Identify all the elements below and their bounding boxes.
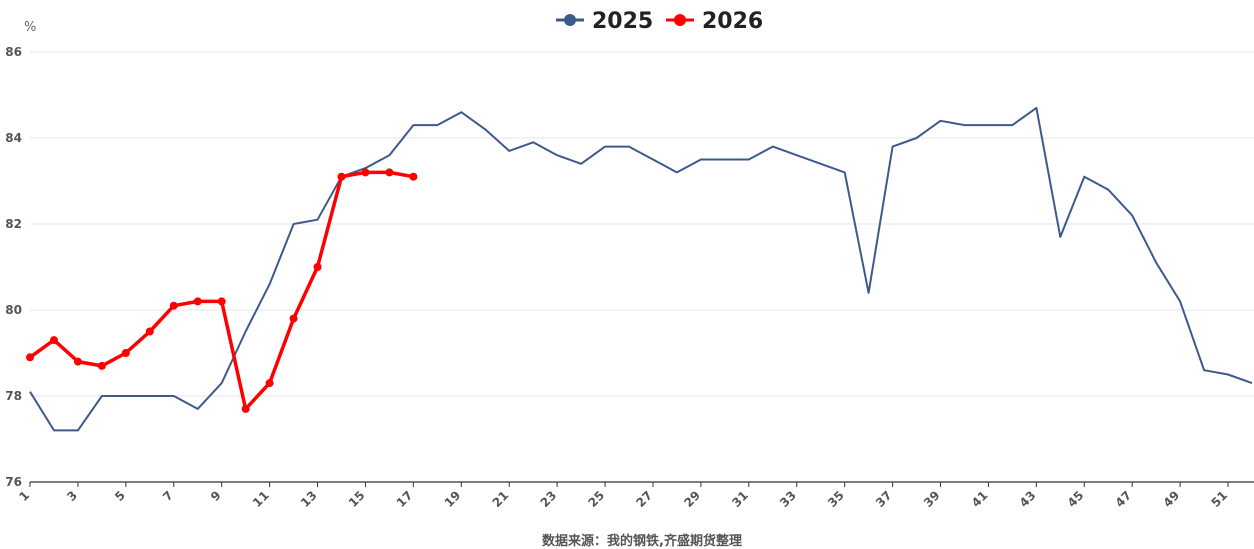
- x-tick-label: 15: [346, 488, 368, 510]
- x-tick-label: 45: [1065, 488, 1087, 510]
- legend-label-2026: 2026: [702, 9, 763, 34]
- x-tick-label: 47: [1113, 488, 1135, 510]
- x-tick-label: 21: [490, 488, 512, 510]
- x-tick-label: 49: [1161, 488, 1183, 510]
- x-tick-label: 39: [921, 488, 943, 510]
- data-point-2026: [361, 168, 370, 177]
- data-point-2026: [409, 172, 418, 181]
- data-point-2026: [169, 301, 178, 310]
- x-tick-label: 7: [160, 488, 176, 504]
- grid-lines: [30, 51, 1254, 483]
- data-point-2026: [337, 172, 346, 181]
- x-tick-label: 3: [64, 488, 80, 504]
- legend: 2025 2026: [556, 9, 763, 34]
- x-tick-label: 29: [681, 488, 703, 510]
- data-point-2026: [289, 314, 298, 323]
- x-tick-label: 1: [16, 488, 32, 504]
- y-tick-label: 84: [5, 131, 22, 145]
- x-tick-label: 51: [1208, 488, 1230, 510]
- source-note: 数据来源：我的钢铁,齐盛期货整理: [542, 533, 742, 549]
- x-tick-label: 9: [208, 488, 224, 504]
- series-line-2026: [28, 170, 414, 411]
- data-point-2026: [385, 168, 394, 177]
- series-line-2025: [29, 106, 1253, 432]
- data-point-2026: [313, 263, 322, 271]
- x-tick-label: 13: [298, 488, 320, 510]
- x-tick-label: 27: [633, 488, 655, 510]
- x-tick-label: 23: [538, 488, 560, 510]
- data-point-2026: [73, 357, 82, 366]
- x-tick-label: 11: [250, 488, 272, 510]
- x-axis: 1 3 5 7 9 11 13 15 17 19 21 23 25 27 29 31 33 35 37 39 41 43 4…: [16, 482, 1230, 510]
- y-axis: 76 78 80 82 84 86: [5, 45, 22, 489]
- y-tick-label: 82: [5, 217, 22, 231]
- y-tick-label: 76: [5, 475, 22, 489]
- data-point-2026: [241, 404, 250, 413]
- data-point-2026: [265, 379, 274, 388]
- data-point-2026: [26, 353, 34, 362]
- data-point-2026: [193, 297, 202, 306]
- x-tick-label: 31: [729, 488, 751, 510]
- y-tick-label: 80: [5, 303, 22, 317]
- legend-label-2025: 2025: [592, 9, 653, 34]
- x-tick-label: 25: [585, 488, 607, 510]
- data-point-2026: [217, 297, 226, 306]
- data-point-2026: [121, 349, 130, 357]
- x-tick-label: 41: [969, 488, 991, 510]
- x-tick-label: 43: [1017, 488, 1039, 510]
- x-tick-label: 33: [777, 488, 799, 510]
- data-point-2026: [49, 336, 58, 345]
- x-tick-label: 5: [112, 488, 128, 504]
- x-tick-label: 17: [394, 488, 416, 510]
- y-tick-label: 86: [5, 45, 22, 59]
- y-tick-label: 78: [5, 389, 22, 403]
- legend-marker-2026: [674, 14, 686, 26]
- series-layer: [26, 106, 1253, 432]
- legend-marker-2025: [564, 14, 576, 26]
- x-tick-label: 19: [442, 488, 464, 510]
- data-point-2026: [145, 327, 154, 336]
- x-tick-label: 35: [825, 488, 847, 510]
- x-tick-label: 37: [873, 488, 895, 510]
- y-unit-label: %: [24, 20, 36, 35]
- data-point-2026: [97, 361, 106, 370]
